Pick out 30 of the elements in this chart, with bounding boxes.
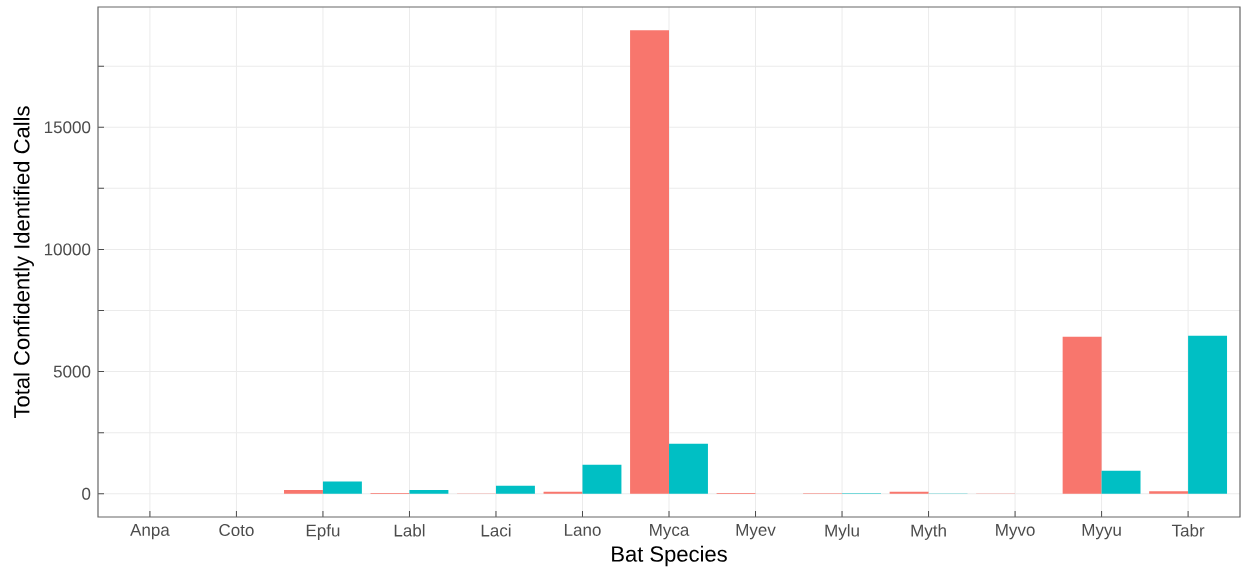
x-tick-label: Myth (911, 524, 946, 540)
x-tick-label: Labl (394, 524, 425, 537)
bar (1101, 470, 1141, 494)
y-tick-label: 0 (82, 487, 91, 500)
x-tick-label: Coto (219, 524, 254, 537)
bar (284, 490, 323, 494)
x-tick-label: Mylu (825, 524, 859, 540)
x-axis-title: Bat Species (612, 545, 727, 567)
bar (322, 481, 362, 494)
y-tick-label: 10000 (44, 243, 91, 256)
bar (630, 30, 670, 494)
x-tick-label: Myyu (1082, 524, 1121, 540)
bar (409, 490, 449, 494)
bar (1062, 336, 1102, 494)
bar (669, 443, 708, 494)
x-tick-label: Myca (650, 524, 690, 540)
bar (1188, 335, 1228, 494)
y-tick-label: 5000 (53, 365, 91, 378)
x-tick-label: Tabr (1171, 524, 1205, 537)
y-axis-title: Total Confidently Identified Calls (13, 106, 34, 419)
bar (582, 464, 622, 494)
bar (495, 485, 535, 494)
y-tick-label: 15000 (44, 121, 91, 134)
x-tick-label: Anpa (130, 524, 170, 540)
x-tick-label: Laci (481, 524, 511, 537)
bar (1149, 491, 1189, 494)
x-tick-label: Myvo (996, 524, 1035, 540)
x-tick-label: Lano (564, 524, 601, 536)
x-tick-label: Myev (736, 524, 776, 540)
x-tick-label: Epfu (306, 524, 340, 540)
